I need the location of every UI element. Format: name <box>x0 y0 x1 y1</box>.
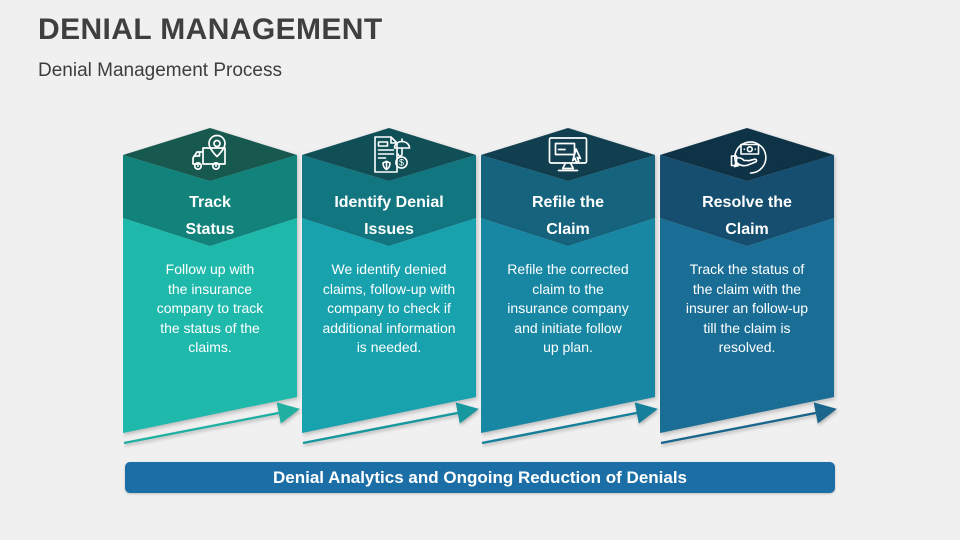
step-arrow <box>481 402 658 445</box>
step-card-resolve-the-claim: Resolve the Claim Track the status of th… <box>660 128 844 460</box>
step-shape <box>302 128 479 445</box>
step-title: Refile the Claim <box>531 194 604 238</box>
step-arrow <box>123 402 300 445</box>
step-body-panel <box>481 218 655 433</box>
step-arrow <box>660 402 837 445</box>
step-title: Resolve the Claim <box>702 194 792 238</box>
step-card-track-status: Track Status Follow up with the insuranc… <box>123 128 307 460</box>
page-subtitle: Denial Management Process <box>38 60 282 81</box>
step-title: Identify Denial Issues <box>334 194 444 238</box>
step-shape <box>123 128 300 445</box>
step-header-band <box>481 155 655 246</box>
delivery-truck-location-pin-icon <box>123 133 297 179</box>
step-description: Track the status of the claim with the i… <box>685 261 809 355</box>
step-body-panel <box>123 218 297 433</box>
step-body-panel <box>660 218 834 433</box>
step-body-panel <box>302 218 476 433</box>
step-roof <box>123 128 297 181</box>
insurance-claim-document-icon: $ <box>302 133 476 179</box>
step-description: Follow up with the insurance company to … <box>156 261 264 355</box>
step-header-band <box>302 155 476 246</box>
step-card-identify-denial-issues: $ Identify Denial Issues We identify den… <box>302 128 486 460</box>
page-title: DENIAL MANAGEMENT <box>38 13 383 46</box>
money-return-hand-icon <box>660 133 834 179</box>
step-arrow <box>302 402 479 445</box>
computer-claim-refile-icon <box>481 133 655 179</box>
step-title: Track Status <box>185 194 235 238</box>
bottom-banner: Denial Analytics and Ongoing Reduction o… <box>125 462 835 493</box>
svg-text:$: $ <box>399 158 404 168</box>
step-header-band <box>660 155 834 246</box>
step-description: Refile the corrected claim to the insura… <box>507 261 629 355</box>
step-card-refile-the-claim: Refile the Claim Refile the corrected cl… <box>481 128 665 460</box>
step-header-band <box>123 155 297 246</box>
step-description: We identify denied claims, follow-up wit… <box>322 261 456 355</box>
